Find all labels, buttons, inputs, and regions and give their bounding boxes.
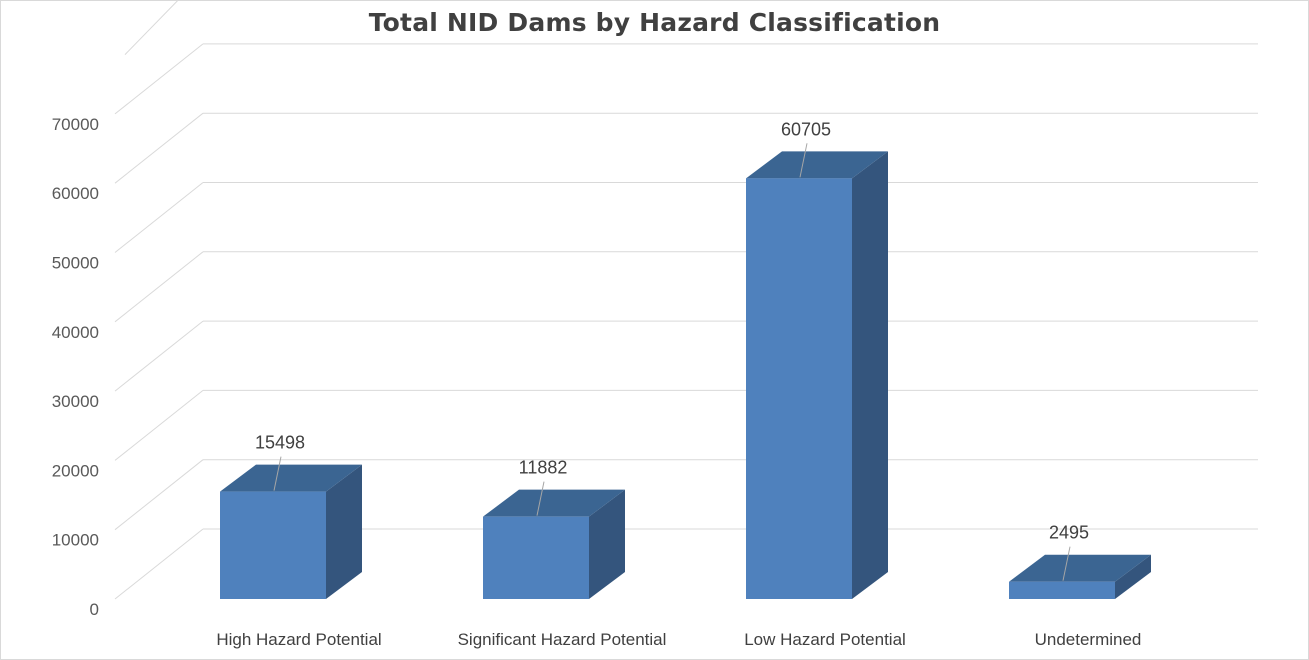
y-tick-label: 70000	[52, 115, 99, 134]
gridline-diagonal	[114, 528, 204, 600]
y-tick-label: 20000	[52, 461, 99, 480]
leader-line	[1062, 546, 1071, 581]
data-label: 11882	[519, 458, 568, 478]
bar-top	[746, 151, 888, 179]
leader-line	[536, 481, 545, 516]
x-tick-label: Undetermined	[1035, 630, 1142, 649]
gridline-diagonal	[114, 112, 204, 184]
bar	[1009, 554, 1151, 599]
y-tick-label: 60000	[52, 184, 99, 203]
bars	[220, 151, 1151, 600]
gridline-diagonal	[114, 182, 204, 253]
gridline-diagonal	[114, 390, 204, 461]
y-axis-ticks: 0 10000 20000 30000 40000 50000 60000 70000	[52, 115, 99, 619]
bar-front	[483, 516, 589, 599]
bar	[220, 464, 362, 599]
bar	[746, 151, 888, 600]
gridlines	[114, 0, 1258, 600]
gridline-diagonal	[114, 43, 204, 115]
data-label: 60705	[781, 119, 831, 139]
x-tick-label: High Hazard Potential	[216, 630, 381, 649]
y-tick-label: 40000	[52, 323, 99, 342]
gridline-diagonal	[124, 0, 179, 55]
bar-top	[483, 489, 625, 517]
x-tick-label: Significant Hazard Potential	[458, 630, 667, 649]
bar-front	[746, 178, 852, 600]
leader-line	[273, 456, 282, 491]
gridline-diagonal	[114, 459, 204, 531]
gridline-diagonal	[114, 251, 204, 323]
gridline-diagonal	[114, 320, 204, 392]
bar-top	[220, 464, 362, 492]
x-tick-label: Low Hazard Potential	[744, 630, 906, 649]
y-tick-label: 30000	[52, 392, 99, 411]
x-axis-labels: High Hazard Potential Significant Hazard …	[216, 630, 1141, 649]
leader-line	[799, 143, 808, 178]
bar-front	[1009, 581, 1115, 599]
y-tick-label: 0	[90, 600, 99, 619]
bar-side	[1115, 554, 1151, 599]
y-tick-label: 10000	[52, 531, 99, 550]
chart-title: Total NID Dams by Hazard Classification	[368, 8, 941, 37]
bar	[483, 489, 625, 599]
data-labels: 15498 11882 60705 2495	[255, 119, 1089, 581]
data-label: 15498	[255, 433, 305, 453]
bar-side	[852, 151, 888, 600]
bar-side	[589, 489, 625, 599]
bar-side	[326, 464, 362, 599]
bar-front	[220, 491, 326, 599]
data-label: 2495	[1049, 523, 1089, 543]
y-tick-label: 50000	[52, 254, 99, 273]
bar-top	[1009, 554, 1151, 582]
